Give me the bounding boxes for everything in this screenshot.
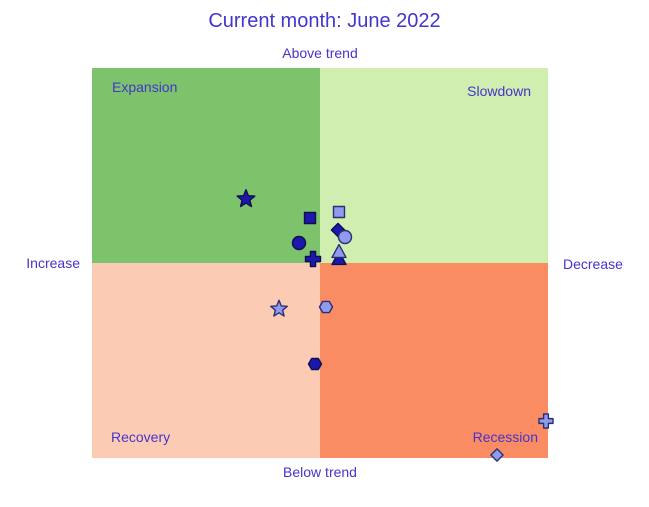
axis-label-above-trend: Above trend xyxy=(282,45,358,61)
marker-light-star[interactable] xyxy=(270,299,288,317)
marker-light-circle[interactable] xyxy=(337,229,353,245)
marker-dark-star[interactable] xyxy=(236,189,256,208)
quadrant-label-recession: Recession xyxy=(472,429,538,445)
quadrant-recession: Recession xyxy=(320,263,548,458)
marker-dark-circle[interactable] xyxy=(291,235,307,251)
marker-dark-square[interactable] xyxy=(303,211,317,225)
marker-light-hexagon[interactable] xyxy=(318,300,334,314)
quadrant-label-expansion: Expansion xyxy=(112,79,178,95)
axis-label-increase: Increase xyxy=(26,255,80,271)
quadrant-expansion: Expansion xyxy=(92,68,320,263)
axis-label-decrease: Decrease xyxy=(563,256,623,272)
quadrant-label-recovery: Recovery xyxy=(111,429,171,445)
quadrant-label-slowdown: Slowdown xyxy=(467,83,531,99)
marker-dark-hexagon[interactable] xyxy=(307,357,323,371)
marker-light-plus[interactable] xyxy=(538,413,554,429)
quadrant-slowdown: Slowdown xyxy=(320,68,548,263)
plot-area: Expansion Slowdown Recovery Recession xyxy=(92,68,548,458)
marker-dark-plus[interactable] xyxy=(304,250,322,268)
marker-light-diamond[interactable] xyxy=(490,448,504,462)
chart-title: Current month: June 2022 xyxy=(208,10,441,32)
axis-label-below-trend: Below trend xyxy=(283,464,357,480)
marker-light-square[interactable] xyxy=(332,205,346,219)
quadrant-recovery: Recovery xyxy=(92,263,320,458)
marker-light-triangle[interactable] xyxy=(331,243,347,259)
